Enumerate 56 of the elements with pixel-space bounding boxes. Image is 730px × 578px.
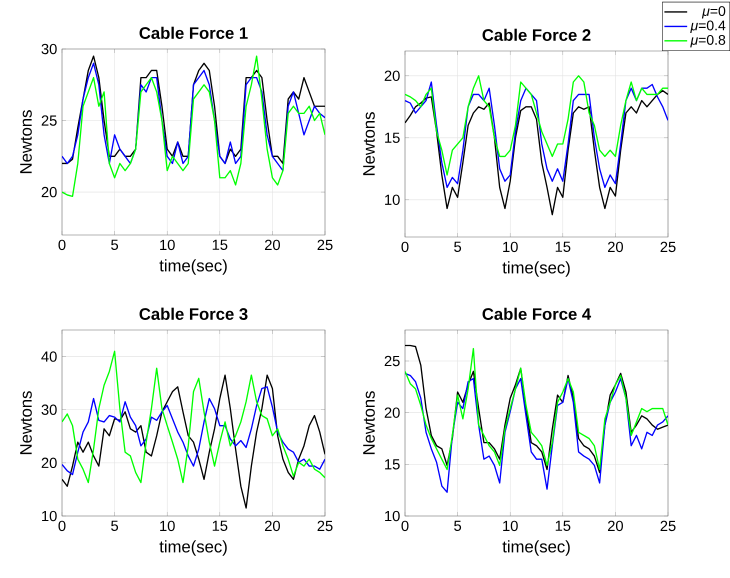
x-axis-title: time(sec) bbox=[502, 540, 570, 556]
x-tick-label: 5 bbox=[111, 240, 118, 250]
y-tick-label: 25 bbox=[42, 115, 57, 126]
y-tick-label: 30 bbox=[42, 404, 57, 415]
y-axis-title: Newtons bbox=[20, 110, 32, 174]
y-axis-title: Newtons bbox=[363, 391, 375, 454]
y-tick-label: 25 bbox=[384, 356, 400, 366]
x-tick-label: 25 bbox=[660, 520, 676, 532]
x-tick-label: 5 bbox=[111, 520, 118, 531]
x-tick-label: 25 bbox=[318, 240, 333, 250]
y-axis-title: Newtons bbox=[363, 112, 375, 176]
x-axis-title: time(sec) bbox=[159, 259, 227, 275]
x-tick-label: 0 bbox=[401, 242, 408, 252]
x-tick-label: 10 bbox=[160, 240, 175, 250]
y-tick-label: 30 bbox=[42, 44, 57, 54]
y-tick-label: 10 bbox=[42, 510, 57, 522]
x-tick-label: 25 bbox=[318, 520, 333, 532]
y-axis-title: Newtons bbox=[20, 391, 32, 454]
x-tick-label: 0 bbox=[401, 520, 408, 532]
x-tick-label: 20 bbox=[608, 242, 623, 252]
y-tick-label: 20 bbox=[384, 407, 400, 418]
y-tick-label: 40 bbox=[41, 351, 57, 362]
legend-label: μ=0.8 bbox=[690, 34, 726, 48]
legend-label: μ=0.4 bbox=[690, 20, 726, 33]
legend-label: μ=0 bbox=[702, 6, 726, 19]
y-tick-label: 15 bbox=[385, 459, 400, 470]
x-tick-label: 10 bbox=[160, 520, 175, 532]
x-tick-label: 10 bbox=[503, 520, 518, 532]
x-tick-label: 0 bbox=[58, 520, 66, 532]
x-tick-label: 20 bbox=[264, 240, 280, 250]
line-series bbox=[405, 372, 668, 493]
x-tick-label: 5 bbox=[454, 520, 462, 531]
y-tick-label: 15 bbox=[385, 132, 400, 143]
x-tick-label: 20 bbox=[264, 520, 280, 532]
y-tick-label: 20 bbox=[384, 70, 400, 81]
y-tick-label: 20 bbox=[42, 458, 57, 468]
x-tick-label: 15 bbox=[556, 520, 570, 531]
x-tick-label: 15 bbox=[212, 520, 228, 531]
chart-title: Cable Force 4 bbox=[482, 308, 592, 320]
x-tick-label: 10 bbox=[503, 242, 518, 252]
x-axis-title: time(sec) bbox=[502, 261, 570, 277]
x-tick-label: 15 bbox=[212, 240, 228, 250]
line-series bbox=[62, 350, 326, 484]
x-tick-label: 0 bbox=[58, 240, 66, 250]
y-tick-label: 10 bbox=[385, 194, 400, 205]
chart-title: Cable Force 3 bbox=[140, 308, 248, 320]
y-tick-label: 10 bbox=[385, 510, 400, 522]
x-tick-label: 20 bbox=[608, 520, 623, 532]
x-axis-title: time(sec) bbox=[159, 540, 227, 556]
y-tick-label: 20 bbox=[42, 186, 57, 198]
x-tick-label: 25 bbox=[660, 242, 676, 252]
chart-title: Cable Force 1 bbox=[140, 26, 248, 39]
chart-title: Cable Force 2 bbox=[482, 28, 590, 41]
x-tick-label: 15 bbox=[556, 242, 570, 252]
x-tick-label: 5 bbox=[454, 242, 462, 252]
line-series bbox=[62, 374, 326, 509]
